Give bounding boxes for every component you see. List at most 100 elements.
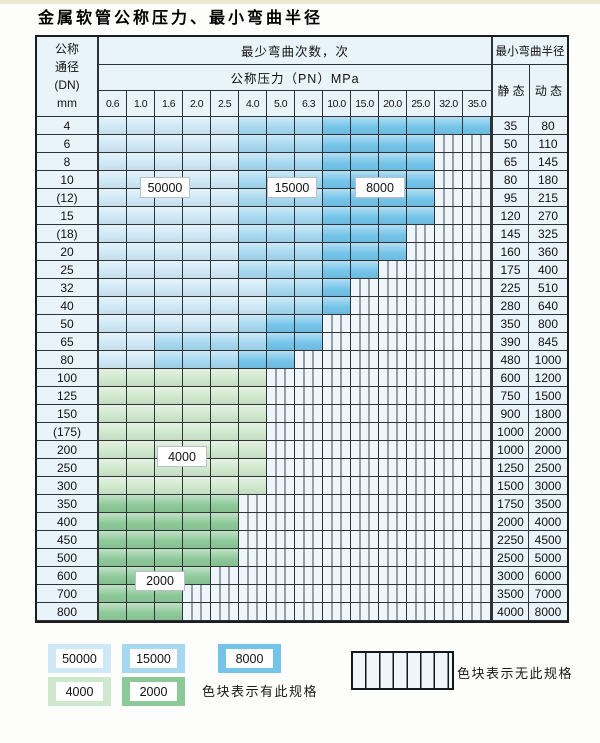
- dn-cell: 200: [37, 441, 99, 459]
- no-spec-cell: [323, 387, 351, 405]
- spec-cell: [323, 225, 351, 243]
- spec-cell: [351, 243, 379, 261]
- spec-cell: [99, 117, 127, 135]
- spec-cell: [351, 153, 379, 171]
- spec-cell: [127, 387, 155, 405]
- table-row: 40 280 640: [37, 297, 567, 315]
- spec-cell: [267, 117, 295, 135]
- spec-cell: [211, 315, 239, 333]
- spec-cell: [435, 117, 463, 135]
- spec-cell: [211, 549, 239, 567]
- no-spec-cell: [435, 567, 463, 585]
- dynamic-radius-cell: 5000: [529, 549, 567, 567]
- spec-cell: [323, 243, 351, 261]
- spec-cell: [211, 171, 239, 189]
- spec-cell: [183, 207, 211, 225]
- no-spec-cell: [463, 423, 491, 441]
- spec-cell: [99, 171, 127, 189]
- spec-cell: [323, 261, 351, 279]
- spec-cell: [127, 279, 155, 297]
- spec-cell: [155, 369, 183, 387]
- no-spec-cell: [463, 567, 491, 585]
- no-spec-cell: [379, 333, 407, 351]
- no-spec-cell: [239, 513, 267, 531]
- dn-cell: 450: [37, 531, 99, 549]
- dn-cell: 25: [37, 261, 99, 279]
- spec-cell: [155, 405, 183, 423]
- no-spec-cell: [379, 315, 407, 333]
- spec-cell: [127, 117, 155, 135]
- spec-cell: [239, 369, 267, 387]
- dn-cell: 300: [37, 477, 99, 495]
- spec-cell: [267, 207, 295, 225]
- spec-cell: [127, 495, 155, 513]
- no-spec-cell: [267, 495, 295, 513]
- spec-cell: [99, 513, 127, 531]
- spec-cell: [99, 153, 127, 171]
- spec-cell: [127, 225, 155, 243]
- spec-cell: [155, 531, 183, 549]
- spec-cell: [239, 477, 267, 495]
- no-spec-cell: [351, 567, 379, 585]
- static-radius-cell: 160: [491, 243, 529, 261]
- legend-unavailable-text: 色块表示无此规格: [457, 666, 574, 681]
- spec-cell: [211, 279, 239, 297]
- spec-cell: [267, 135, 295, 153]
- spec-cell: [127, 441, 155, 459]
- table-row: 250 1250 2500: [37, 459, 567, 477]
- spec-cell: [407, 171, 435, 189]
- no-spec-cell: [407, 243, 435, 261]
- no-spec-cell: [211, 603, 239, 621]
- dynamic-radius-cell: 2000: [529, 423, 567, 441]
- spec-cell: [155, 477, 183, 495]
- spec-cell: [99, 261, 127, 279]
- spec-cell: [239, 405, 267, 423]
- cycles-value-label: 4000: [157, 446, 207, 467]
- pressure-col-header: 4.0: [239, 91, 267, 116]
- no-spec-cell: [295, 441, 323, 459]
- no-spec-cell: [323, 459, 351, 477]
- no-spec-cell: [267, 459, 295, 477]
- spec-cell: [239, 351, 267, 369]
- dn-cell: 40: [37, 297, 99, 315]
- static-radius-cell: 1750: [491, 495, 529, 513]
- no-spec-cell: [323, 477, 351, 495]
- spec-cell: [295, 153, 323, 171]
- spec-cell: [267, 153, 295, 171]
- spec-cell: [295, 261, 323, 279]
- dynamic-radius-cell: 145: [529, 153, 567, 171]
- spec-cell: [351, 207, 379, 225]
- no-spec-cell: [351, 315, 379, 333]
- spec-cell: [211, 387, 239, 405]
- no-spec-cell: [267, 567, 295, 585]
- no-spec-cell: [463, 531, 491, 549]
- spec-cell: [183, 189, 211, 207]
- spec-cell: [211, 153, 239, 171]
- no-spec-cell: [435, 495, 463, 513]
- spec-cell: [155, 549, 183, 567]
- spec-cell: [155, 495, 183, 513]
- no-spec-cell: [239, 549, 267, 567]
- spec-cell: [183, 297, 211, 315]
- spec-cell: [99, 225, 127, 243]
- no-spec-cell: [407, 297, 435, 315]
- no-spec-cell: [435, 585, 463, 603]
- spec-cell: [323, 153, 351, 171]
- no-spec-cell: [463, 297, 491, 315]
- static-radius-cell: 600: [491, 369, 529, 387]
- static-radius-cell: 280: [491, 297, 529, 315]
- no-spec-cell: [351, 549, 379, 567]
- spec-cell: [323, 171, 351, 189]
- dn-cell: 400: [37, 513, 99, 531]
- spec-cell: [239, 189, 267, 207]
- spec-cell: [211, 117, 239, 135]
- no-spec-cell: [351, 441, 379, 459]
- no-spec-cell: [323, 495, 351, 513]
- dynamic-radius-cell: 110: [529, 135, 567, 153]
- no-spec-cell: [239, 495, 267, 513]
- spec-cell: [183, 279, 211, 297]
- no-spec-cell: [351, 279, 379, 297]
- no-spec-cell: [407, 603, 435, 621]
- dn-cell: 350: [37, 495, 99, 513]
